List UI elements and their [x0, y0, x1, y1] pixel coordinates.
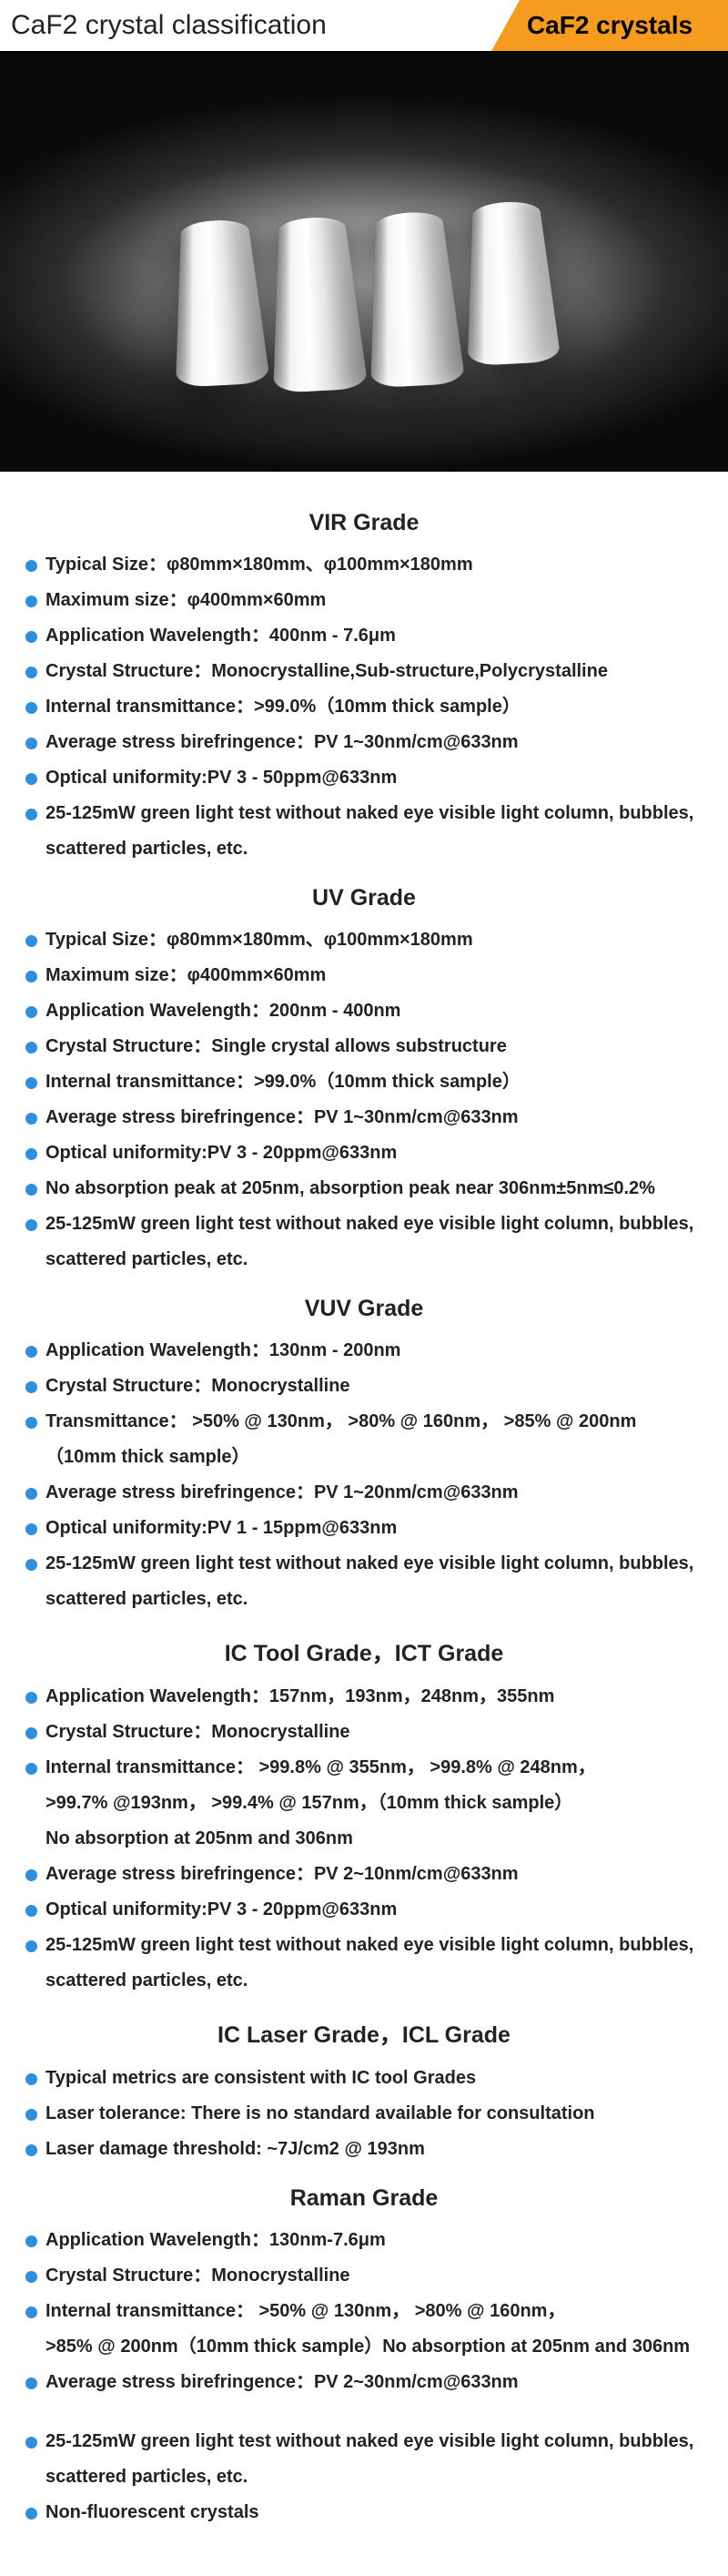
spec-item-text: Non-fluorescent crystals — [46, 2502, 259, 2522]
spec-item-text: Maximum size：φ400mm×60mm — [46, 590, 326, 610]
grade-title: Raman Grade — [25, 2185, 703, 2212]
spec-item-text: Typical Size：φ80mm×180mm、φ100mm×180mm — [46, 555, 473, 575]
spec-list: Typical Size：φ80mm×180mm、φ100mm×180mm Max… — [25, 922, 703, 1278]
category-badge: CaF2 crystals — [491, 0, 728, 51]
spec-item: No absorption peak at 205nm, absorption … — [25, 1171, 703, 1207]
spec-item: 25-125mW green light test without naked … — [25, 1207, 703, 1278]
spec-item: Application Wavelength：157nm，193nm，248nm… — [25, 1679, 703, 1715]
spec-item: Crystal Structure：Monocrystalline — [25, 1369, 703, 1404]
grade-title: IC Laser Grade，ICL Grade — [25, 2017, 703, 2050]
spec-item-text: Internal transmittance：>99.0%（10mm thick… — [46, 1072, 521, 1092]
spec-item-text: Average stress birefringence：PV 1~30nm/c… — [46, 732, 519, 752]
spec-item-text: Average stress birefringence：PV 1~30nm/c… — [46, 1107, 519, 1127]
spec-list: Application Wavelength：157nm，193nm，248nm… — [25, 1679, 703, 1999]
grade-title: IC Tool Grade，ICT Grade — [25, 1635, 703, 1668]
spec-item: Maximum size：φ400mm×60mm — [25, 958, 703, 993]
spec-item: Internal transmittance：>99.0%（10mm thick… — [25, 1064, 703, 1100]
spec-item-text: Internal transmittance：>99.0%（10mm thick… — [46, 697, 521, 717]
spec-item: Crystal Structure：Monocrystalline,Sub-st… — [25, 654, 703, 689]
spec-item: Application Wavelength：200nm - 400nm — [25, 993, 703, 1029]
spec-item: Average stress birefringence：PV 2~10nm/c… — [25, 1857, 703, 1892]
spec-item: Average stress birefringence：PV 2~30nm/c… — [25, 2365, 703, 2400]
spec-item: Application Wavelength：130nm - 200nm — [25, 1333, 703, 1369]
spec-item-text: Crystal Structure：Monocrystalline — [46, 1376, 350, 1396]
spec-item-text: Crystal Structure：Single crystal allows … — [46, 1036, 507, 1056]
spec-list: Typical Size：φ80mm×180mm、φ100mm×180mm Max… — [25, 547, 703, 867]
spec-item-text: Internal transmittance： >99.8% @ 355nm， … — [46, 1757, 596, 1777]
spec-item-subtext: （10mm thick sample） — [46, 1440, 703, 1475]
spec-item-text: Average stress birefringence：PV 2~30nm/c… — [46, 2372, 519, 2392]
spec-item-subtext: >85% @ 200nm（10mm thick sample）No absorp… — [46, 2329, 703, 2365]
spec-item-text: Average stress birefringence：PV 1~20nm/c… — [46, 1482, 519, 1502]
grade-title: UV Grade — [25, 885, 703, 911]
page-header: CaF2 crystal classification CaF2 crystal… — [0, 0, 728, 53]
spec-item-text: 25-125mW green light test without naked … — [46, 803, 693, 859]
spec-item: Laser tolerance: There is no standard av… — [25, 2096, 703, 2132]
spec-item-text: Average stress birefringence：PV 2~10nm/c… — [46, 1864, 519, 1884]
spec-item-text: Typical metrics are consistent with IC t… — [46, 2068, 476, 2088]
grade-title: VUV Grade — [25, 1296, 703, 1322]
spec-item-text: 25-125mW green light test without naked … — [46, 1935, 693, 1991]
spec-item-text: Optical uniformity:PV 3 - 50ppm@633nm — [46, 768, 397, 788]
spec-item-text: Crystal Structure：Monocrystalline — [46, 2265, 350, 2286]
spec-item: Typical metrics are consistent with IC t… — [25, 2061, 703, 2096]
spec-item: Average stress birefringence：PV 1~30nm/c… — [25, 725, 703, 760]
spec-item-subtext: >99.7% @193nm， >99.4% @ 157nm，（10mm thic… — [46, 1786, 703, 1821]
spec-item-text: Laser tolerance: There is no standard av… — [46, 2103, 595, 2123]
spec-item: Typical Size：φ80mm×180mm、φ100mm×180mm — [25, 922, 703, 958]
spec-item: Optical uniformity:PV 3 - 20ppm@633nm — [25, 1135, 703, 1171]
spec-list: Typical metrics are consistent with IC t… — [25, 2061, 703, 2167]
spec-item-text: Optical uniformity:PV 1 - 15ppm@633nm — [46, 1518, 397, 1538]
spec-item: Internal transmittance： >50% @ 130nm， >8… — [25, 2294, 703, 2365]
spec-item-text: Maximum size：φ400mm×60mm — [46, 965, 326, 985]
spec-item: Application Wavelength：400nm - 7.6μm — [25, 618, 703, 654]
spec-item-text: 25-125mW green light test without naked … — [46, 1214, 693, 1269]
spec-item: Average stress birefringence：PV 1~20nm/c… — [25, 1475, 703, 1511]
spec-item: Internal transmittance：>99.0%（10mm thick… — [25, 689, 703, 725]
spec-item: Maximum size：φ400mm×60mm — [25, 583, 703, 618]
spec-item: Typical Size：φ80mm×180mm、φ100mm×180mm — [25, 547, 703, 583]
spec-item-text: Optical uniformity:PV 3 - 20ppm@633nm — [46, 1143, 397, 1163]
spec-item: Application Wavelength：130nm-7.6μm — [25, 2223, 703, 2258]
spec-item-text: 25-125mW green light test without naked … — [46, 1553, 693, 1609]
spec-item: Laser damage threshold: ~7J/cm2 @ 193nm — [25, 2132, 703, 2167]
spec-list: Application Wavelength：130nm-7.6μm Crysta… — [25, 2223, 703, 2530]
spec-item-text: Crystal Structure：Monocrystalline — [46, 1722, 350, 1742]
spec-item-text: Application Wavelength：130nm - 200nm — [46, 1340, 400, 1360]
spec-item: 25-125mW green light test without naked … — [25, 796, 703, 867]
grade-title: VIR Grade — [25, 510, 703, 536]
spec-item-text: Application Wavelength：157nm，193nm，248nm… — [46, 1686, 554, 1706]
spec-item: Crystal Structure：Monocrystalline — [25, 2258, 703, 2294]
spec-item-text: Crystal Structure：Monocrystalline,Sub-st… — [46, 661, 608, 681]
spec-item: Optical uniformity:PV 1 - 15ppm@633nm — [25, 1511, 703, 1546]
spec-item: Non-fluorescent crystals — [25, 2495, 703, 2530]
spec-item-text: Internal transmittance： >50% @ 130nm， >8… — [46, 2301, 565, 2321]
spec-item: Average stress birefringence：PV 1~30nm/c… — [25, 1100, 703, 1135]
spec-item-text: Application Wavelength：200nm - 400nm — [46, 1001, 400, 1021]
spec-item: 25-125mW green light test without naked … — [25, 2424, 703, 2495]
spec-item: 25-125mW green light test without naked … — [25, 1546, 703, 1617]
hero-image — [0, 53, 728, 472]
spec-item: Transmittance： >50% @ 130nm， >80% @ 160n… — [25, 1404, 703, 1475]
spec-item-text: Application Wavelength：130nm-7.6μm — [46, 2230, 386, 2250]
content-area: VIR Grade Typical Size：φ80mm×180mm、φ100mm… — [0, 472, 728, 2576]
spec-item-text: Optical uniformity:PV 3 - 20ppm@633nm — [46, 1899, 397, 1919]
spec-item-text: 25-125mW green light test without naked … — [46, 2431, 693, 2487]
spec-item: Optical uniformity:PV 3 - 20ppm@633nm — [25, 1892, 703, 1928]
spec-item-text: No absorption peak at 205nm, absorption … — [46, 1178, 655, 1198]
page-title: CaF2 crystal classification — [0, 0, 491, 51]
spec-item-text: Typical Size：φ80mm×180mm、φ100mm×180mm — [46, 930, 473, 950]
spec-item: Crystal Structure：Monocrystalline — [25, 1715, 703, 1750]
spec-item-text: Laser damage threshold: ~7J/cm2 @ 193nm — [46, 2139, 425, 2159]
spec-item: 25-125mW green light test without naked … — [25, 1928, 703, 1999]
spec-item-text: Transmittance： >50% @ 130nm， >80% @ 160n… — [46, 1411, 636, 1431]
spec-item: Crystal Structure：Single crystal allows … — [25, 1029, 703, 1064]
spec-item: Internal transmittance： >99.8% @ 355nm， … — [25, 1750, 703, 1857]
spec-item-subtext: No absorption at 205nm and 306nm — [46, 1821, 703, 1857]
spec-list: Application Wavelength：130nm - 200nm Crys… — [25, 1333, 703, 1617]
spec-item-text: Application Wavelength：400nm - 7.6μm — [46, 626, 396, 646]
spec-item: Optical uniformity:PV 3 - 50ppm@633nm — [25, 760, 703, 796]
